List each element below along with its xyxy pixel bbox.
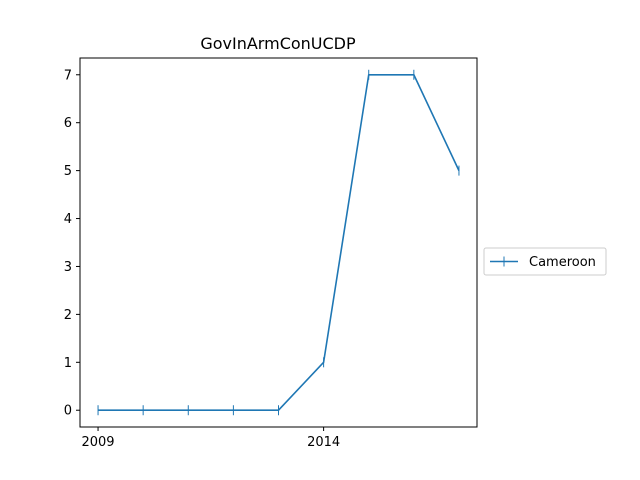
y-tick-label: 5: [64, 164, 72, 179]
x-tick-label: 2009: [81, 435, 114, 450]
plot-frame: [79, 57, 478, 428]
y-tick-label: 0: [64, 404, 72, 419]
y-tick-label: 7: [64, 68, 72, 83]
chart-title: GovInArmConUCDP: [200, 34, 356, 53]
y-tick-label: 1: [64, 356, 72, 371]
legend-frame: [483, 247, 607, 276]
x-tick-label: 2014: [307, 435, 340, 450]
series-line-cameroon: [98, 73, 460, 412]
plot-area: 0 1 2 3 4 5 6 7 2009 2014: [64, 57, 478, 450]
legend-label-cameroon: Cameroon: [529, 255, 596, 270]
legend: Cameroon: [483, 247, 607, 276]
y-tick-label: 4: [64, 212, 72, 227]
y-tick-label: 6: [64, 116, 72, 131]
y-tick-label: 2: [64, 308, 72, 323]
y-tick-label: 3: [64, 260, 72, 275]
